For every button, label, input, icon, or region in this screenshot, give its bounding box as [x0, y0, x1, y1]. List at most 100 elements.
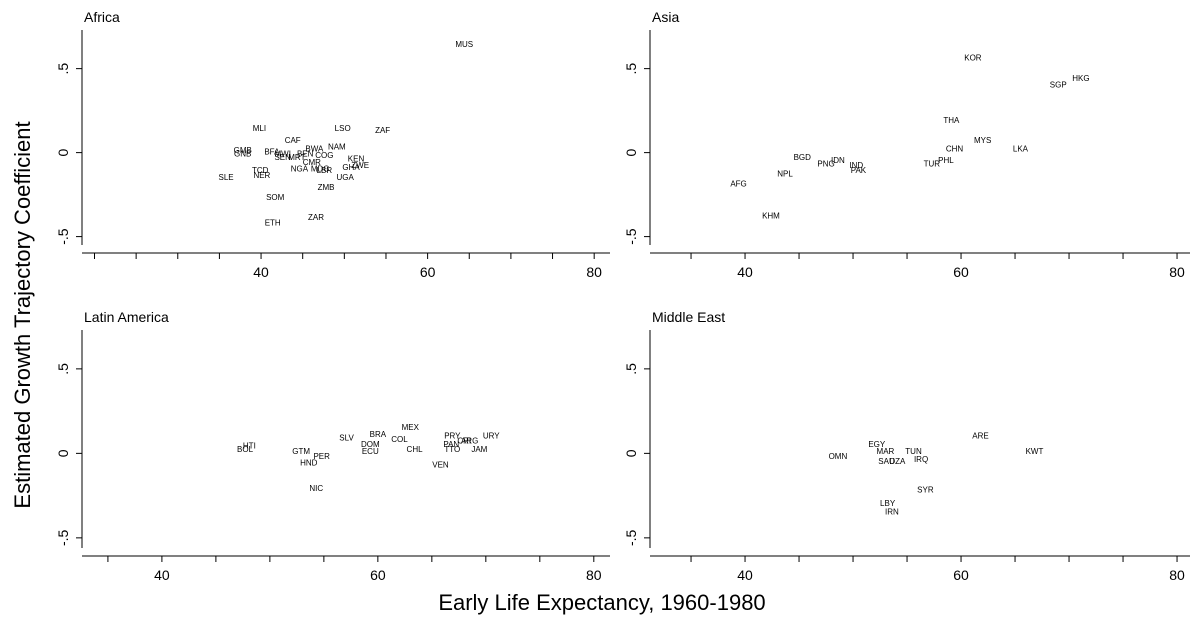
point-label: PHL: [938, 156, 954, 165]
point-label: NIC: [309, 484, 323, 493]
point-label: KWT: [1026, 447, 1044, 456]
point-label: UGA: [336, 173, 354, 182]
point-label: MLI: [253, 124, 266, 133]
x-tick-label: 40: [737, 264, 753, 280]
point-label: MYS: [974, 136, 991, 145]
point-label: GMB: [234, 146, 252, 155]
y-tick-label: -.5: [55, 529, 71, 546]
point-label: SEN: [274, 153, 291, 162]
x-tick-label: 60: [370, 567, 386, 583]
point-label: JAM: [471, 445, 487, 454]
point-label: ZAF: [375, 126, 390, 135]
x-tick-label: 80: [1169, 567, 1185, 583]
point-label: TUN: [905, 447, 922, 456]
point-label: SLE: [219, 173, 234, 182]
x-tick-label: 80: [1169, 264, 1185, 280]
point-label: CRI: [457, 437, 471, 446]
y-tick-label: -.5: [623, 228, 639, 245]
point-label: DZA: [889, 457, 906, 466]
point-label: COL: [391, 435, 408, 444]
point-label: PRY: [444, 432, 461, 441]
point-label: CMR: [303, 158, 321, 167]
point-label: LBR: [317, 166, 333, 175]
point-label: ZMB: [318, 183, 335, 192]
point-label: VEN: [432, 460, 449, 469]
point-label: EGY: [868, 440, 886, 449]
point-label: MRT: [288, 153, 305, 162]
x-tick-label: 60: [953, 567, 969, 583]
x-tick-label: 80: [586, 567, 602, 583]
point-label: AFG: [730, 180, 746, 189]
x-tick-label: 80: [586, 264, 602, 280]
point-label: MUS: [455, 40, 473, 49]
point-label: GHA: [342, 163, 360, 172]
y-tick-label: -.5: [623, 529, 639, 546]
y-tick-label: 0: [623, 449, 639, 457]
y-tick-label: 0: [55, 449, 71, 457]
point-label: NPL: [777, 170, 793, 179]
point-label: GTM: [292, 447, 310, 456]
point-label: BRA: [370, 430, 387, 439]
point-label: BGD: [794, 153, 812, 162]
y-tick-label: -.5: [55, 228, 71, 245]
y-axis-label: Estimated Growth Trajectory Coefficient: [10, 121, 35, 508]
point-label: MAR: [877, 447, 895, 456]
point-label: TTO: [444, 445, 460, 454]
point-label: SLV: [339, 433, 354, 442]
point-label: BFA: [264, 148, 280, 157]
x-tick-label: 40: [737, 567, 753, 583]
point-label: LSO: [335, 124, 351, 133]
point-label: DOM: [361, 440, 380, 449]
x-axis-label: Early Life Expectancy, 1960-1980: [438, 590, 765, 615]
point-label: SAU: [878, 457, 895, 466]
y-tick-label: 0: [55, 149, 71, 157]
point-label: ARG: [461, 437, 478, 446]
point-label: SGP: [1050, 81, 1067, 90]
point-label: PNG: [817, 159, 834, 168]
point-label: TUR: [924, 159, 941, 168]
point-label: ECU: [362, 447, 379, 456]
point-label: NER: [253, 171, 270, 180]
point-label: ETH: [265, 218, 281, 227]
point-label: LBY: [880, 499, 896, 508]
point-label: KOR: [964, 54, 982, 63]
point-label: SOM: [266, 193, 285, 202]
point-label: IDN: [831, 156, 845, 165]
point-label: TCD: [252, 166, 269, 175]
panel-title: Africa: [84, 9, 120, 25]
point-label: MEX: [402, 423, 420, 432]
point-label: HTI: [243, 442, 256, 451]
point-label: BEN: [297, 149, 314, 158]
point-label: NAM: [328, 143, 346, 152]
point-label: IRQ: [914, 455, 928, 464]
point-label: HND: [300, 459, 318, 468]
point-label: THA: [943, 116, 960, 125]
point-label: ARE: [972, 432, 988, 441]
point-label: HKG: [1072, 74, 1089, 83]
point-label: SYR: [917, 486, 934, 495]
point-label: COG: [315, 151, 333, 160]
y-tick-label: .5: [55, 363, 71, 375]
point-label: BWA: [305, 144, 324, 153]
point-label: CHN: [946, 144, 964, 153]
x-tick-label: 40: [154, 567, 170, 583]
panel-title: Latin America: [84, 309, 169, 325]
point-label: LKA: [1013, 144, 1029, 153]
point-label: ZWE: [351, 161, 369, 170]
point-label: ZAR: [308, 213, 324, 222]
point-label: OMN: [829, 452, 848, 461]
y-tick-label: .5: [623, 63, 639, 75]
x-tick-label: 60: [953, 264, 969, 280]
point-label: BOL: [237, 445, 254, 454]
y-tick-label: .5: [623, 363, 639, 375]
x-tick-label: 60: [420, 264, 436, 280]
point-label: PER: [313, 452, 330, 461]
panel-title: Asia: [652, 9, 679, 25]
point-label: CAF: [285, 136, 301, 145]
point-label: IND: [849, 161, 863, 170]
point-label: PAN: [443, 440, 459, 449]
point-label: NGA: [291, 165, 309, 174]
point-label: KEN: [348, 154, 365, 163]
point-label: IRN: [885, 508, 899, 517]
